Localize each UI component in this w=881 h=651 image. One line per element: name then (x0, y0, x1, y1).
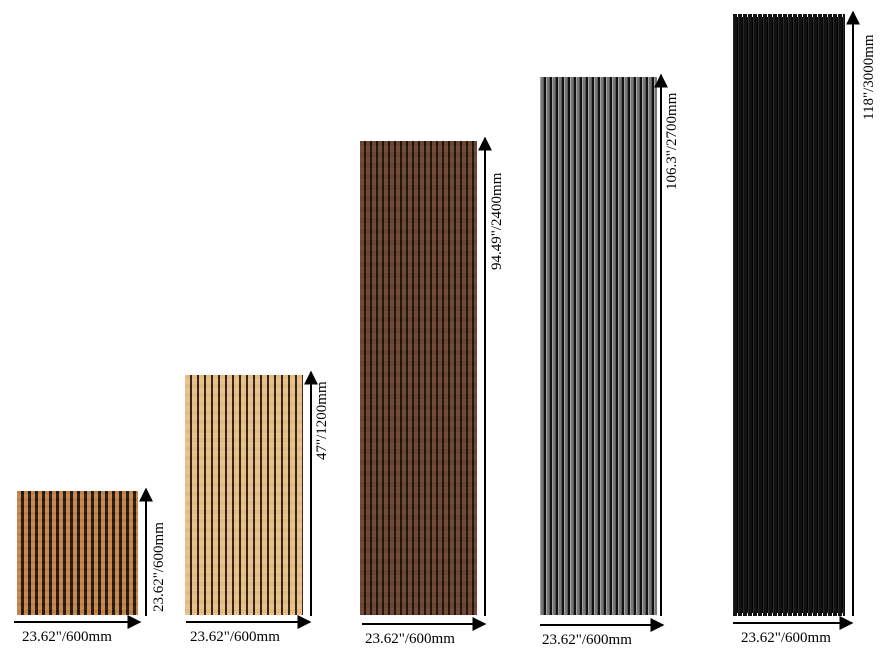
width-label-5: 23.62"/600mm (741, 630, 831, 646)
width-label-2: 23.62"/600mm (190, 629, 280, 645)
width-label-4: 23.62"/600mm (542, 632, 632, 648)
height-label-5: 118"/3000mm (861, 34, 877, 120)
width-label-1: 23.62"/600mm (22, 629, 112, 645)
height-label-1: 23.62"/600mm (151, 522, 167, 612)
acoustic-panel-oak-600mm (17, 491, 138, 615)
height-label-4: 106.3"/2700mm (664, 92, 680, 190)
acoustic-panel-walnut-2400mm (360, 141, 477, 615)
acoustic-panel-grey-2700mm (540, 77, 657, 615)
acoustic-panel-black-3000mm (733, 14, 845, 616)
acoustic-panel-light-oak-1200mm (185, 375, 303, 615)
height-label-3: 94.49"/2400mm (489, 172, 505, 270)
width-label-3: 23.62"/600mm (365, 631, 455, 647)
height-label-2: 47"/1200mm (314, 381, 330, 460)
